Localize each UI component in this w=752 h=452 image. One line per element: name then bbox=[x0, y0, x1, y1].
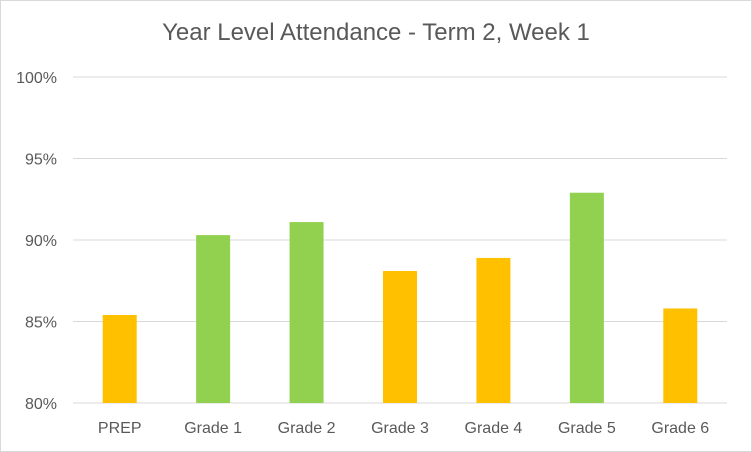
x-axis-ticks: PREP Grade 1 Grade 2 Grade 3 Grade 4 Grade 5 G… bbox=[98, 420, 709, 437]
x-tick-label: Grade 3 bbox=[371, 420, 429, 437]
y-tick-label: 85% bbox=[25, 315, 57, 332]
chart-title: Year Level Attendance - Term 2, Week 1 bbox=[162, 19, 590, 46]
y-axis-ticks: 80% 85% 90% 95% 100% bbox=[16, 70, 57, 413]
bar bbox=[102, 314, 137, 403]
y-tick-label: 80% bbox=[25, 396, 57, 413]
x-tick-label: Grade 1 bbox=[184, 420, 242, 437]
x-tick-label: PREP bbox=[98, 420, 142, 437]
bar bbox=[663, 308, 698, 403]
x-tick-label: Grade 2 bbox=[278, 420, 336, 437]
bar bbox=[196, 235, 231, 403]
y-tick-label: 95% bbox=[25, 152, 57, 169]
y-tick-label: 90% bbox=[25, 233, 57, 250]
x-tick-label: Grade 5 bbox=[558, 420, 616, 437]
x-tick-label: Grade 4 bbox=[465, 420, 523, 437]
bar bbox=[383, 270, 417, 403]
bar bbox=[289, 222, 324, 403]
x-tick-label: Grade 6 bbox=[651, 420, 709, 437]
y-tick-label: 100% bbox=[16, 70, 57, 87]
bar bbox=[476, 257, 511, 403]
bar bbox=[569, 192, 604, 403]
bars bbox=[102, 192, 698, 403]
